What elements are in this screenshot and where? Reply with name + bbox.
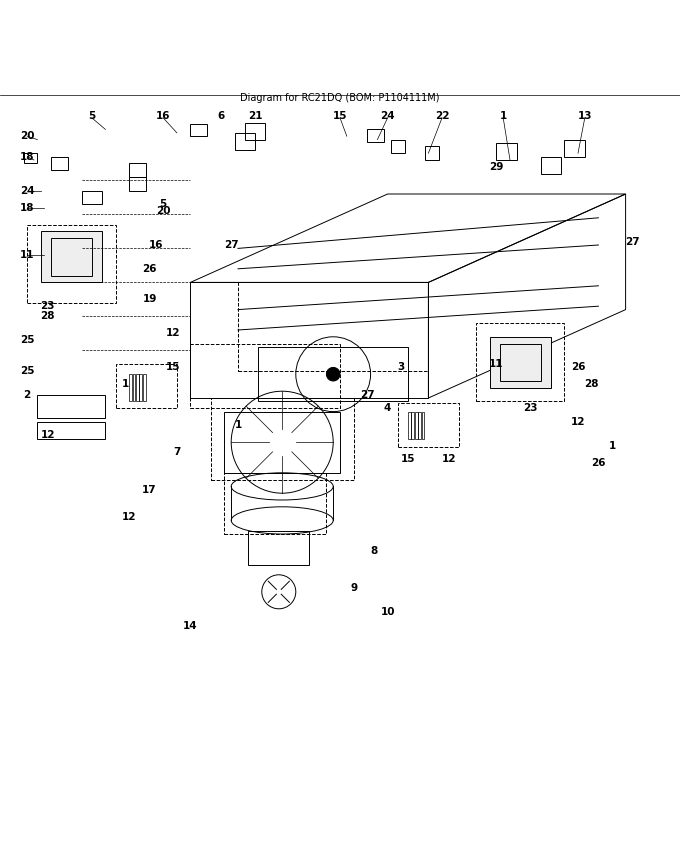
Text: 8: 8 bbox=[371, 546, 377, 556]
Text: 12: 12 bbox=[571, 416, 585, 427]
Bar bbox=[367, 130, 384, 142]
Bar bbox=[129, 177, 146, 191]
Bar bbox=[500, 344, 541, 381]
Text: 12: 12 bbox=[122, 512, 137, 522]
Text: 21: 21 bbox=[248, 111, 262, 121]
Text: 5: 5 bbox=[160, 200, 167, 209]
Bar bbox=[129, 163, 146, 177]
Text: 14: 14 bbox=[183, 621, 198, 631]
Text: 15: 15 bbox=[333, 111, 347, 121]
Bar bbox=[116, 364, 177, 408]
Text: 13: 13 bbox=[577, 111, 592, 121]
Bar bbox=[490, 337, 551, 388]
Text: 1: 1 bbox=[609, 441, 615, 451]
Bar bbox=[37, 395, 105, 418]
Bar bbox=[211, 398, 354, 480]
Bar bbox=[190, 124, 207, 137]
Bar bbox=[541, 156, 561, 174]
Bar bbox=[238, 283, 428, 371]
Bar bbox=[425, 146, 439, 160]
Text: 4: 4 bbox=[384, 403, 391, 413]
Bar bbox=[27, 225, 116, 302]
Bar bbox=[245, 123, 265, 140]
Text: 26: 26 bbox=[591, 458, 606, 467]
Text: 12: 12 bbox=[441, 454, 456, 464]
Text: 18: 18 bbox=[20, 151, 35, 162]
Text: 16: 16 bbox=[149, 240, 164, 250]
Bar bbox=[82, 191, 102, 204]
Bar bbox=[129, 374, 132, 402]
Text: 15: 15 bbox=[401, 454, 415, 464]
Text: 6: 6 bbox=[218, 111, 224, 121]
Bar bbox=[224, 411, 340, 473]
Circle shape bbox=[326, 367, 340, 381]
Bar bbox=[37, 422, 105, 439]
Bar bbox=[422, 411, 424, 439]
Text: 27: 27 bbox=[625, 237, 640, 246]
Bar bbox=[24, 153, 37, 163]
Text: 26: 26 bbox=[142, 264, 157, 274]
Text: 27: 27 bbox=[224, 240, 239, 250]
Bar bbox=[190, 344, 340, 408]
Text: 22: 22 bbox=[435, 111, 449, 121]
Text: 5: 5 bbox=[88, 111, 95, 121]
Text: 27: 27 bbox=[360, 390, 375, 399]
Text: 24: 24 bbox=[380, 111, 395, 121]
Bar bbox=[235, 133, 255, 149]
Text: 1: 1 bbox=[235, 420, 241, 430]
Bar bbox=[224, 473, 326, 534]
Bar bbox=[41, 232, 102, 283]
Bar bbox=[139, 374, 142, 402]
Text: 23: 23 bbox=[523, 403, 538, 413]
Bar bbox=[51, 238, 92, 276]
Bar bbox=[391, 140, 405, 153]
Bar bbox=[418, 411, 421, 439]
Text: 1: 1 bbox=[122, 379, 129, 390]
Bar bbox=[564, 140, 585, 156]
Bar bbox=[496, 143, 517, 160]
Bar bbox=[133, 374, 135, 402]
Text: 25: 25 bbox=[20, 335, 35, 346]
Text: 3: 3 bbox=[398, 362, 405, 372]
Text: 20: 20 bbox=[156, 206, 171, 216]
Bar bbox=[398, 403, 459, 447]
Bar bbox=[136, 374, 139, 402]
Bar bbox=[408, 411, 411, 439]
Text: 29: 29 bbox=[489, 162, 504, 172]
Text: 19: 19 bbox=[142, 295, 157, 304]
Text: 15: 15 bbox=[166, 362, 181, 372]
Text: 16: 16 bbox=[156, 111, 171, 121]
Bar bbox=[248, 530, 309, 564]
Text: 9: 9 bbox=[350, 583, 357, 594]
Text: 25: 25 bbox=[20, 365, 35, 376]
Text: 20: 20 bbox=[20, 131, 35, 141]
Text: 26: 26 bbox=[571, 362, 585, 372]
Bar bbox=[51, 156, 68, 170]
Text: 12: 12 bbox=[40, 430, 55, 441]
Text: 23: 23 bbox=[40, 302, 55, 311]
Text: 11: 11 bbox=[489, 359, 504, 369]
Text: Diagram for RC21DQ (BOM: P1104111M): Diagram for RC21DQ (BOM: P1104111M) bbox=[240, 93, 440, 104]
Bar bbox=[143, 374, 146, 402]
Text: 10: 10 bbox=[380, 607, 395, 617]
Text: 28: 28 bbox=[40, 311, 55, 321]
Text: 7: 7 bbox=[173, 448, 180, 457]
Bar bbox=[415, 411, 418, 439]
Text: 12: 12 bbox=[166, 328, 181, 339]
Bar bbox=[411, 411, 414, 439]
Bar bbox=[258, 347, 408, 402]
Text: 28: 28 bbox=[584, 379, 599, 390]
Text: 17: 17 bbox=[142, 485, 157, 495]
Text: 11: 11 bbox=[20, 251, 35, 260]
Text: 18: 18 bbox=[20, 202, 35, 213]
Text: 24: 24 bbox=[20, 186, 35, 195]
Text: 1: 1 bbox=[500, 111, 507, 121]
Text: 2: 2 bbox=[24, 390, 31, 399]
Bar bbox=[476, 323, 564, 402]
